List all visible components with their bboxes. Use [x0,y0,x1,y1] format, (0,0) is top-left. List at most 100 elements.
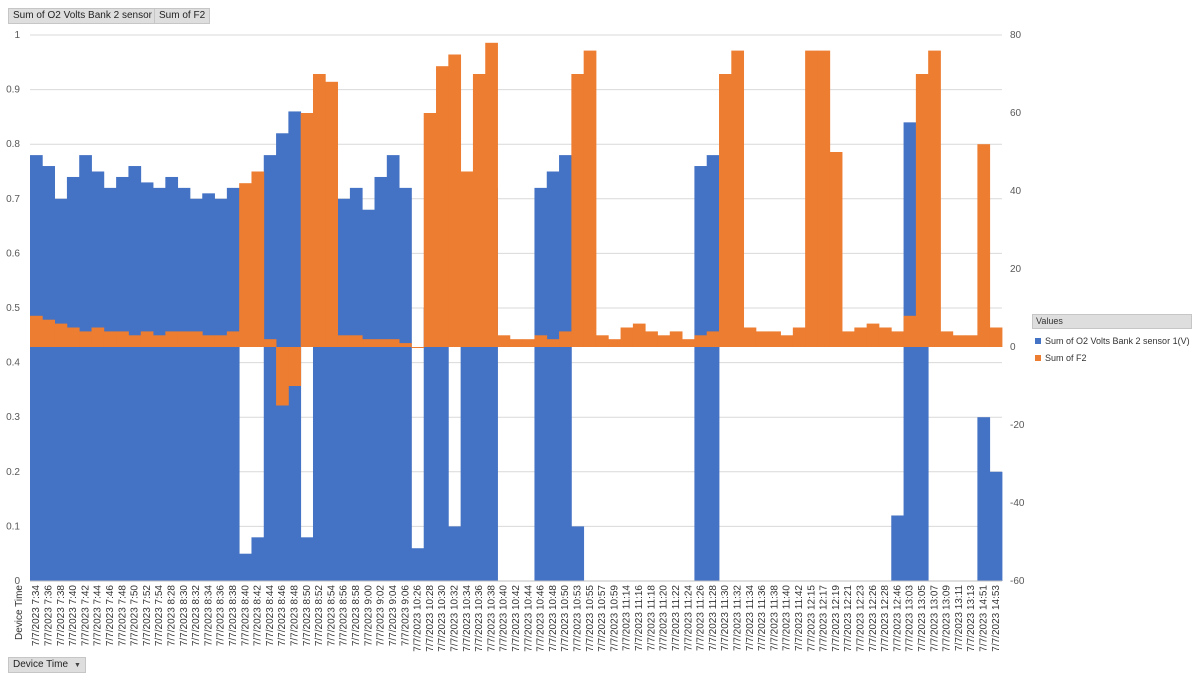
f2-bar [571,74,585,347]
f2-bar [509,339,523,347]
x-tick-label: 7/7/2023 10:38 [486,585,497,652]
f2-bar [915,74,929,347]
left-tick-label: 0.2 [6,467,20,478]
x-tick-label: 7/7/2023 12:26 [868,585,879,652]
f2-bar [140,331,154,347]
f2-bar [472,74,486,347]
x-tick-label: 7/7/2023 7:50 [130,585,141,647]
x-tick-label: 7/7/2023 7:44 [93,585,104,647]
o2-volts-bar [202,193,215,581]
f2-bar [965,335,978,347]
x-tick-label: 7/7/2023 10:32 [449,585,460,652]
f2-bar [263,339,277,347]
f2-bar [460,171,474,347]
left-tick-label: 0.9 [6,85,20,96]
legend-title[interactable]: Values [1032,314,1192,329]
f2-bar [755,331,769,347]
o2-volts-bar [79,155,92,581]
f2-bar [829,152,843,347]
f2-bar [497,335,511,347]
legend-label-f2: Sum of F2 [1045,353,1087,363]
x-tick-label: 7/7/2023 10:36 [474,585,485,652]
o2-volts-bar [226,187,240,581]
o2-volts-bar [66,176,80,581]
legend-swatch-f2 [1035,355,1041,361]
right-tick-label: -20 [1010,420,1025,431]
o2-volts-bar [30,155,43,581]
x-tick-label: 7/7/2023 10:48 [548,585,559,652]
o2-volts-bar [140,182,154,582]
f2-bar [583,50,597,347]
x-tick-label: 7/7/2023 8:28 [166,585,177,647]
left-tick-label: 0 [14,576,20,587]
x-tick-label: 7/7/2023 12:46 [892,585,903,652]
f2-bar [325,81,338,348]
f2-bar [608,339,621,347]
x-tick-label: 7/7/2023 10:50 [560,585,571,652]
x-tick-label: 7/7/2023 8:46 [277,585,288,647]
triangle-down-icon: ▼ [74,662,81,669]
f2-bar [940,331,954,347]
o2-volts-bar [239,553,252,581]
x-tick-label: 7/7/2023 8:34 [203,585,214,647]
x-tick-label: 7/7/2023 8:58 [351,585,362,647]
f2-bar [79,331,92,347]
o2-volts-bar [423,308,437,581]
axis-field-label: Device Time [13,659,69,670]
axis-field-button-device-time[interactable]: Device Time ▼ [8,657,86,673]
x-tick-label: 7/7/2023 10:30 [437,585,448,652]
f2-bar [103,331,117,347]
f2-bar [706,331,720,347]
x-tick-label: 7/7/2023 8:38 [228,585,239,647]
f2-bar [546,339,560,347]
x-tick-label: 7/7/2023 9:00 [363,585,374,647]
x-tick-label: 7/7/2023 10:34 [462,585,473,652]
f2-bar [620,327,634,347]
o2-volts-bar [362,209,375,581]
f2-bar [952,335,966,347]
x-tick-label: 7/7/2023 10:44 [523,585,534,652]
x-tick-label: 7/7/2023 12:28 [880,585,891,652]
x-tick-label: 7/7/2023 8:42 [253,585,264,647]
x-tick-label: 7/7/2023 13:13 [966,585,977,652]
legend-item-o2-volts: Sum of O2 Volts Bank 2 sensor 1(V) [1032,336,1192,346]
x-tick-label: 7/7/2023 9:06 [400,585,411,647]
x-tick-label: 7/7/2023 11:40 [782,585,793,651]
f2-bar [177,331,191,347]
x-tick-label: 7/7/2023 8:32 [191,585,202,647]
f2-bar [226,331,240,347]
x-tick-label: 7/7/2023 11:14 [622,585,633,651]
x-tick-label: 7/7/2023 14:53 [991,585,1002,652]
right-tick-label: -60 [1010,576,1025,587]
o2-volts-bar [891,515,904,581]
x-tick-label: 7/7/2023 12:21 [843,585,854,652]
x-tick-label: 7/7/2023 11:22 [671,585,682,651]
f2-bar [522,339,535,347]
x-tick-label: 7/7/2023 10:59 [609,585,620,652]
o2-volts-bar [165,176,179,581]
x-tick-label: 7/7/2023 8:36 [216,585,227,647]
f2-bar [411,347,425,348]
f2-bar [436,66,449,347]
left-tick-label: 0.1 [6,521,20,532]
x-tick-label: 7/7/2023 8:30 [179,585,190,647]
x-tick-label: 7/7/2023 7:46 [105,585,116,647]
f2-bar [312,74,326,347]
x-tick-label: 7/7/2023 7:36 [43,585,54,647]
x-tick-label: 7/7/2023 7:42 [80,585,91,647]
category-axis: Device Time 7/7/2023 7:34 7/7/2023 7:36 7/7… [14,580,1002,652]
o2-volts-bar [54,198,68,582]
f2-bar [989,327,1003,347]
x-tick-label: 7/7/2023 8:50 [302,585,313,647]
value-field-button-f2[interactable]: Sum of F2 [154,8,211,24]
o2-volts-bar [349,187,363,581]
o2-volts-bar [263,155,277,581]
f2-bar [903,315,917,347]
o2-volts-bar [177,187,191,581]
right-tick-label: -40 [1010,498,1025,509]
x-tick-label: 7/7/2023 11:28 [708,585,719,651]
f2-bar [842,331,855,347]
legend-item-f2: Sum of F2 [1032,353,1192,363]
o2-volts-bar [103,187,117,581]
f2-bar [349,335,363,347]
